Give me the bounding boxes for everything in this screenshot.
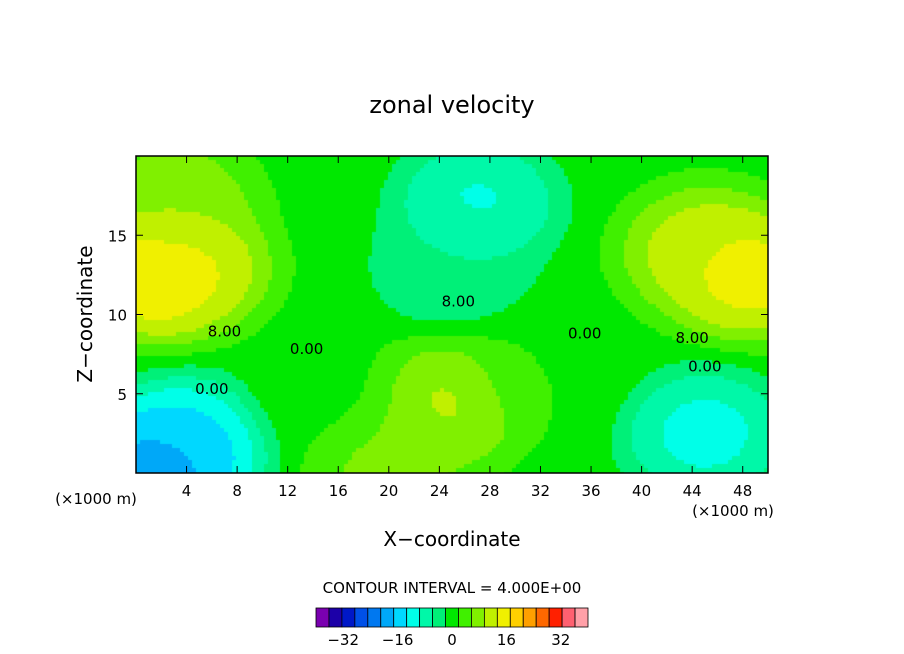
- colorbar: [315, 607, 589, 628]
- colorbar-swatch: [535, 607, 550, 628]
- plot-area: 8.00 0.00 0.00 8.00 0.00 8.00 0.00: [135, 155, 769, 474]
- x-tick-label: 40: [632, 482, 651, 500]
- colorbar-swatch: [548, 607, 563, 628]
- colorbar-tick-label: −32: [327, 631, 359, 649]
- x-axis-label: X−coordinate: [383, 527, 520, 551]
- x-tick-label: 48: [733, 482, 752, 500]
- colorbar-swatch: [406, 607, 421, 628]
- y-axis-label: Z−coordinate: [73, 245, 97, 382]
- velocity-field: [136, 156, 768, 473]
- x-tick-label: 44: [683, 482, 702, 500]
- x-tick-label: 28: [480, 482, 499, 500]
- contour-label: 8.00: [442, 293, 475, 311]
- colorbar-swatch: [341, 607, 356, 628]
- colorbar-tick-label: 0: [447, 631, 457, 649]
- x-unit-right: (×1000 m): [692, 502, 774, 520]
- colorbar-swatch: [471, 607, 485, 628]
- x-tick-label: 24: [430, 482, 449, 500]
- contour-interval-text: CONTOUR INTERVAL = 4.000E+00: [323, 579, 582, 597]
- colorbar-swatch: [367, 607, 382, 628]
- colorbar-swatch: [574, 607, 589, 628]
- contour-label: 0.00: [568, 324, 601, 342]
- colorbar-swatch: [419, 607, 433, 628]
- colorbar-swatch: [522, 607, 537, 628]
- contour-label: 0.00: [290, 340, 323, 358]
- y-tick-label: 15: [108, 227, 127, 245]
- y-tick-label: 5: [117, 386, 127, 404]
- colorbar-swatch: [561, 607, 576, 628]
- y-axis-ticks: 5 10 15: [108, 227, 768, 404]
- x-tick-label: 4: [182, 482, 192, 500]
- x-unit-left: (×1000 m): [55, 490, 137, 508]
- colorbar-tick-label: −16: [382, 631, 414, 649]
- contour-labels: 8.00 0.00 0.00 8.00 0.00 8.00 0.00: [195, 293, 721, 398]
- x-tick-label: 12: [278, 482, 297, 500]
- x-axis-ticks: 4 8 12 16 20 24 28 32 36 40 44 48: [182, 156, 752, 500]
- colorbar-tick-label: 16: [497, 631, 516, 649]
- colorbar-swatch: [458, 607, 472, 628]
- x-tick-label: 8: [232, 482, 242, 500]
- colorbar-swatch: [380, 607, 395, 628]
- contour-label: 8.00: [208, 323, 241, 341]
- colorbar-tick-labels: −32 −16 0 16 32: [327, 631, 570, 649]
- colorbar-tick-label: 32: [551, 631, 570, 649]
- colorbar-swatch: [445, 607, 459, 628]
- colorbar-swatch: [315, 607, 330, 628]
- colorbar-swatch: [496, 607, 511, 628]
- chart-title: zonal velocity: [369, 91, 534, 119]
- colorbar-swatch: [393, 607, 408, 628]
- x-tick-label: 20: [379, 482, 398, 500]
- y-tick-label: 10: [108, 307, 127, 325]
- x-tick-label: 36: [581, 482, 600, 500]
- colorbar-swatch: [432, 607, 446, 628]
- colorbar-swatch: [354, 607, 369, 628]
- contour-label: 8.00: [675, 329, 708, 347]
- contour-label: 0.00: [195, 380, 228, 398]
- colorbar-swatch: [509, 607, 524, 628]
- x-tick-label: 32: [531, 482, 550, 500]
- contour-label: 0.00: [688, 358, 721, 376]
- colorbar-swatch: [328, 607, 343, 628]
- x-tick-label: 16: [329, 482, 348, 500]
- colorbar-swatch: [483, 607, 498, 628]
